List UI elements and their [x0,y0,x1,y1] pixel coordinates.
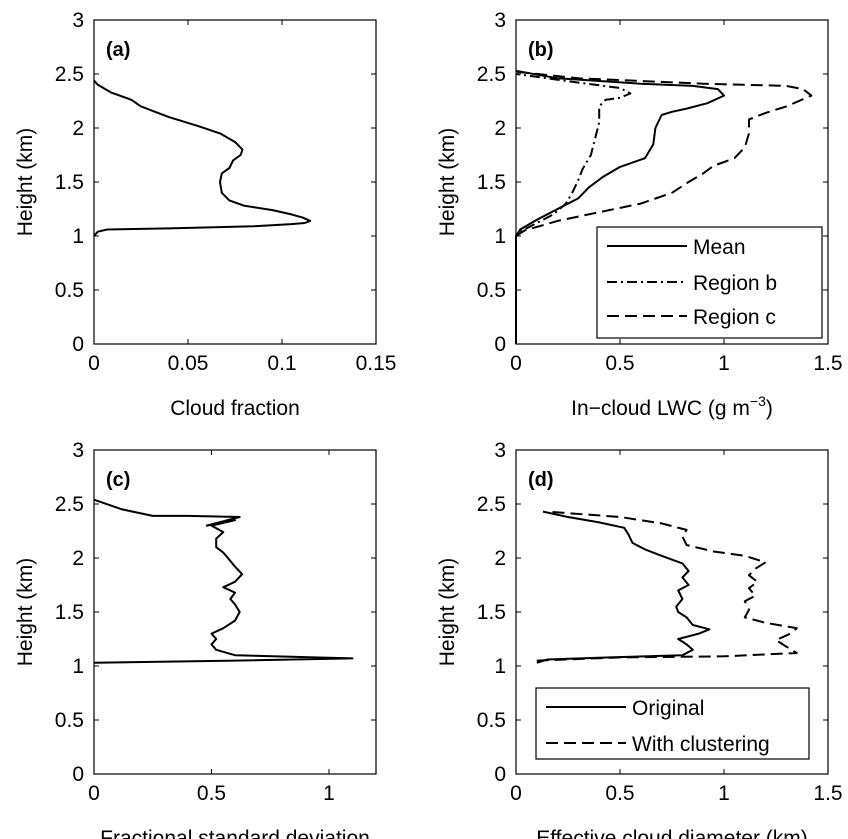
panel-d: 0 0.5 1 1.5 0 0.5 1 1.5 2 2.5 3 Height (km) Effectiv… [436,439,843,839]
y-tick-label: 2.5 [477,63,506,86]
y-tick-label: 1.5 [55,171,84,194]
x-tick-label: 0 [510,352,522,375]
y-tick-label: 1 [494,225,506,248]
x-tick-label: 0 [88,352,100,375]
legend-label: With clustering [632,733,770,756]
y-tick-label: 2 [494,547,506,570]
y-tick-label: 3 [72,439,84,462]
y-tick-label: 2.5 [55,63,84,86]
y-tick-label: 2 [494,117,506,140]
panel-label: (d) [528,469,554,491]
panel-label: (c) [106,469,130,491]
series-line-profile [93,498,354,664]
y-tick-label: 0 [494,763,506,786]
x-tick-label: 1.5 [813,782,842,805]
y-tick-label: 2.5 [55,493,84,516]
y-tick-label: 2 [72,547,84,570]
series-line-mean [515,69,725,344]
legend-label: Region c [693,306,776,329]
y-tick-label: 1.5 [477,601,506,624]
panel-b: 0 0.5 1 1.5 0 0.5 1 1.5 2 2.5 3 Height (km) In−cloud… [436,9,843,420]
y-tick-label: 1 [72,655,84,678]
x-axis-title: Cloud fraction [170,397,300,420]
x-tick-label: 1.5 [813,352,842,375]
x-tick-label: 0.5 [197,782,226,805]
plot-frame [93,19,377,345]
x-tick-label: 0.5 [605,782,634,805]
x-tick-label: 1 [718,352,730,375]
x-axis-title: Fractional standard deviation [100,827,370,839]
y-tick-label: 2 [72,117,84,140]
y-axis-title: Height (km) [436,558,459,667]
y-tick-label: 0 [72,333,84,356]
panel-c: 0 0.5 1 0 0.5 1 1.5 2 2.5 3 Height (km) Fractional … [14,439,377,839]
y-axis-title: Height (km) [14,558,37,667]
y-axis-title: Height (km) [14,128,37,237]
series-line-region-c [515,70,813,344]
legend-box [535,687,810,760]
series-line-original [536,510,711,664]
x-tick-label: 0 [88,782,100,805]
legend-label: Original [632,697,704,720]
panel-label: (b) [528,39,554,61]
y-tick-label: 0.5 [55,279,84,302]
y-tick-label: 0.5 [477,279,506,302]
y-tick-label: 0 [72,763,84,786]
y-axis-title: Height (km) [436,128,459,237]
y-tick-label: 1 [494,655,506,678]
x-tick-label: 1 [323,782,335,805]
x-tick-label: 0.1 [267,352,296,375]
y-tick-label: 3 [494,9,506,32]
x-tick-label: 0 [510,782,522,805]
x-tick-label: 0.05 [168,352,209,375]
series-line-with-clustering [536,510,798,662]
x-tick-label: 0.15 [356,352,397,375]
y-tick-label: 3 [72,9,84,32]
y-tick-label: 1.5 [477,171,506,194]
legend: Mean Region b Region c [596,226,823,339]
y-tick-label: 2.5 [477,493,506,516]
panel-a: 0 0.05 0.1 0.15 0 0.5 1 1.5 2 2.5 3 Height (km) Clou… [14,9,396,420]
x-tick-label: 1 [718,782,730,805]
x-axis-title: Effective cloud diameter (km) [536,827,808,839]
y-tick-label: 3 [494,439,506,462]
y-tick-label: 1.5 [55,601,84,624]
panel-label: (a) [106,39,130,61]
y-tick-label: 0.5 [477,709,506,732]
legend: Original With clustering [535,687,810,760]
x-tick-label: 0.5 [605,352,634,375]
y-tick-label: 0 [494,333,506,356]
y-tick-label: 1 [72,225,84,248]
series-line-region-b [515,73,632,344]
plot-frame [93,449,377,775]
series-line-profile [93,79,312,237]
legend-label: Region b [693,272,777,295]
legend-label: Mean [693,236,746,259]
x-axis-title: In−cloud LWC (g m−3) [571,393,773,420]
y-tick-label: 0.5 [55,709,84,732]
